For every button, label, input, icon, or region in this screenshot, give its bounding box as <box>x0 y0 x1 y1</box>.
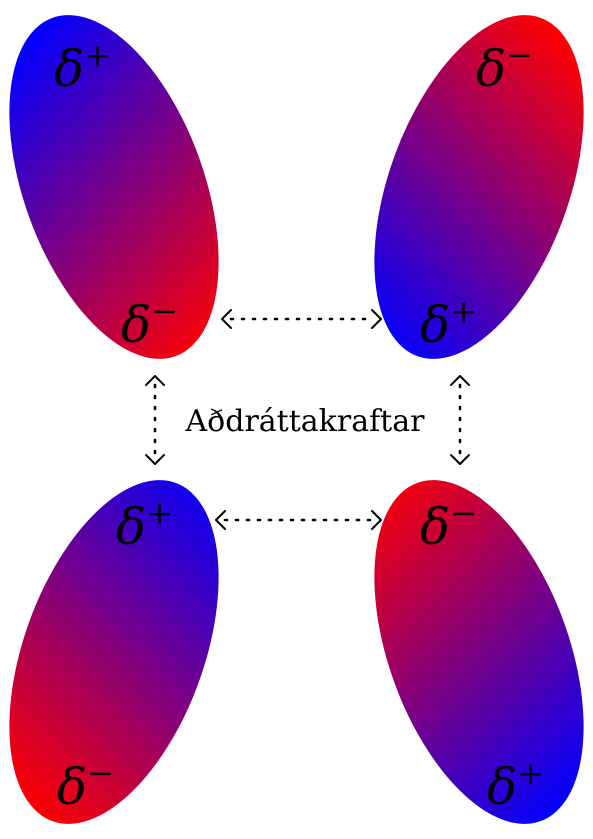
molecule-top-right-bottom-charge: δ+ <box>420 292 477 354</box>
molecule-top-right-top-charge: δ− <box>476 36 533 98</box>
arrow-left-vertical <box>145 375 165 465</box>
arrow-bottom-horizontal-left-head <box>215 510 226 530</box>
arrow-right-vertical-top-head <box>450 375 470 386</box>
molecule-bottom-right-body <box>374 480 584 824</box>
arrow-top-horizontal <box>221 309 382 329</box>
molecule-bottom-left-body <box>9 480 219 824</box>
arrow-bottom-horizontal-right-head <box>371 510 382 530</box>
molecule-top-left: δ+ δ− <box>9 15 219 359</box>
molecule-top-right: δ− δ+ <box>374 15 584 359</box>
attraction-caption: Aðdráttakraftar <box>185 404 426 439</box>
molecule-bottom-right-top-charge: δ− <box>420 494 477 556</box>
molecule-top-left-bottom-charge: δ− <box>121 292 178 354</box>
arrow-right-vertical <box>450 375 470 465</box>
molecule-top-right-body <box>374 15 584 359</box>
arrow-top-horizontal-left-head <box>221 309 232 329</box>
molecule-bottom-left-top-charge: δ+ <box>116 494 173 556</box>
arrow-left-vertical-top-head <box>145 375 165 386</box>
molecule-bottom-right-bottom-charge: δ+ <box>487 754 544 816</box>
molecule-bottom-left-bottom-charge: δ− <box>57 754 114 816</box>
molecule-bottom-right: δ− δ+ <box>374 480 584 824</box>
arrow-left-vertical-bottom-head <box>145 454 165 465</box>
arrow-right-vertical-bottom-head <box>450 454 470 465</box>
arrow-bottom-horizontal <box>215 510 382 530</box>
molecule-bottom-left: δ+ δ− <box>9 480 219 824</box>
molecule-top-left-body <box>9 15 219 359</box>
arrow-top-horizontal-right-head <box>371 309 382 329</box>
molecule-top-left-top-charge: δ+ <box>54 36 111 98</box>
